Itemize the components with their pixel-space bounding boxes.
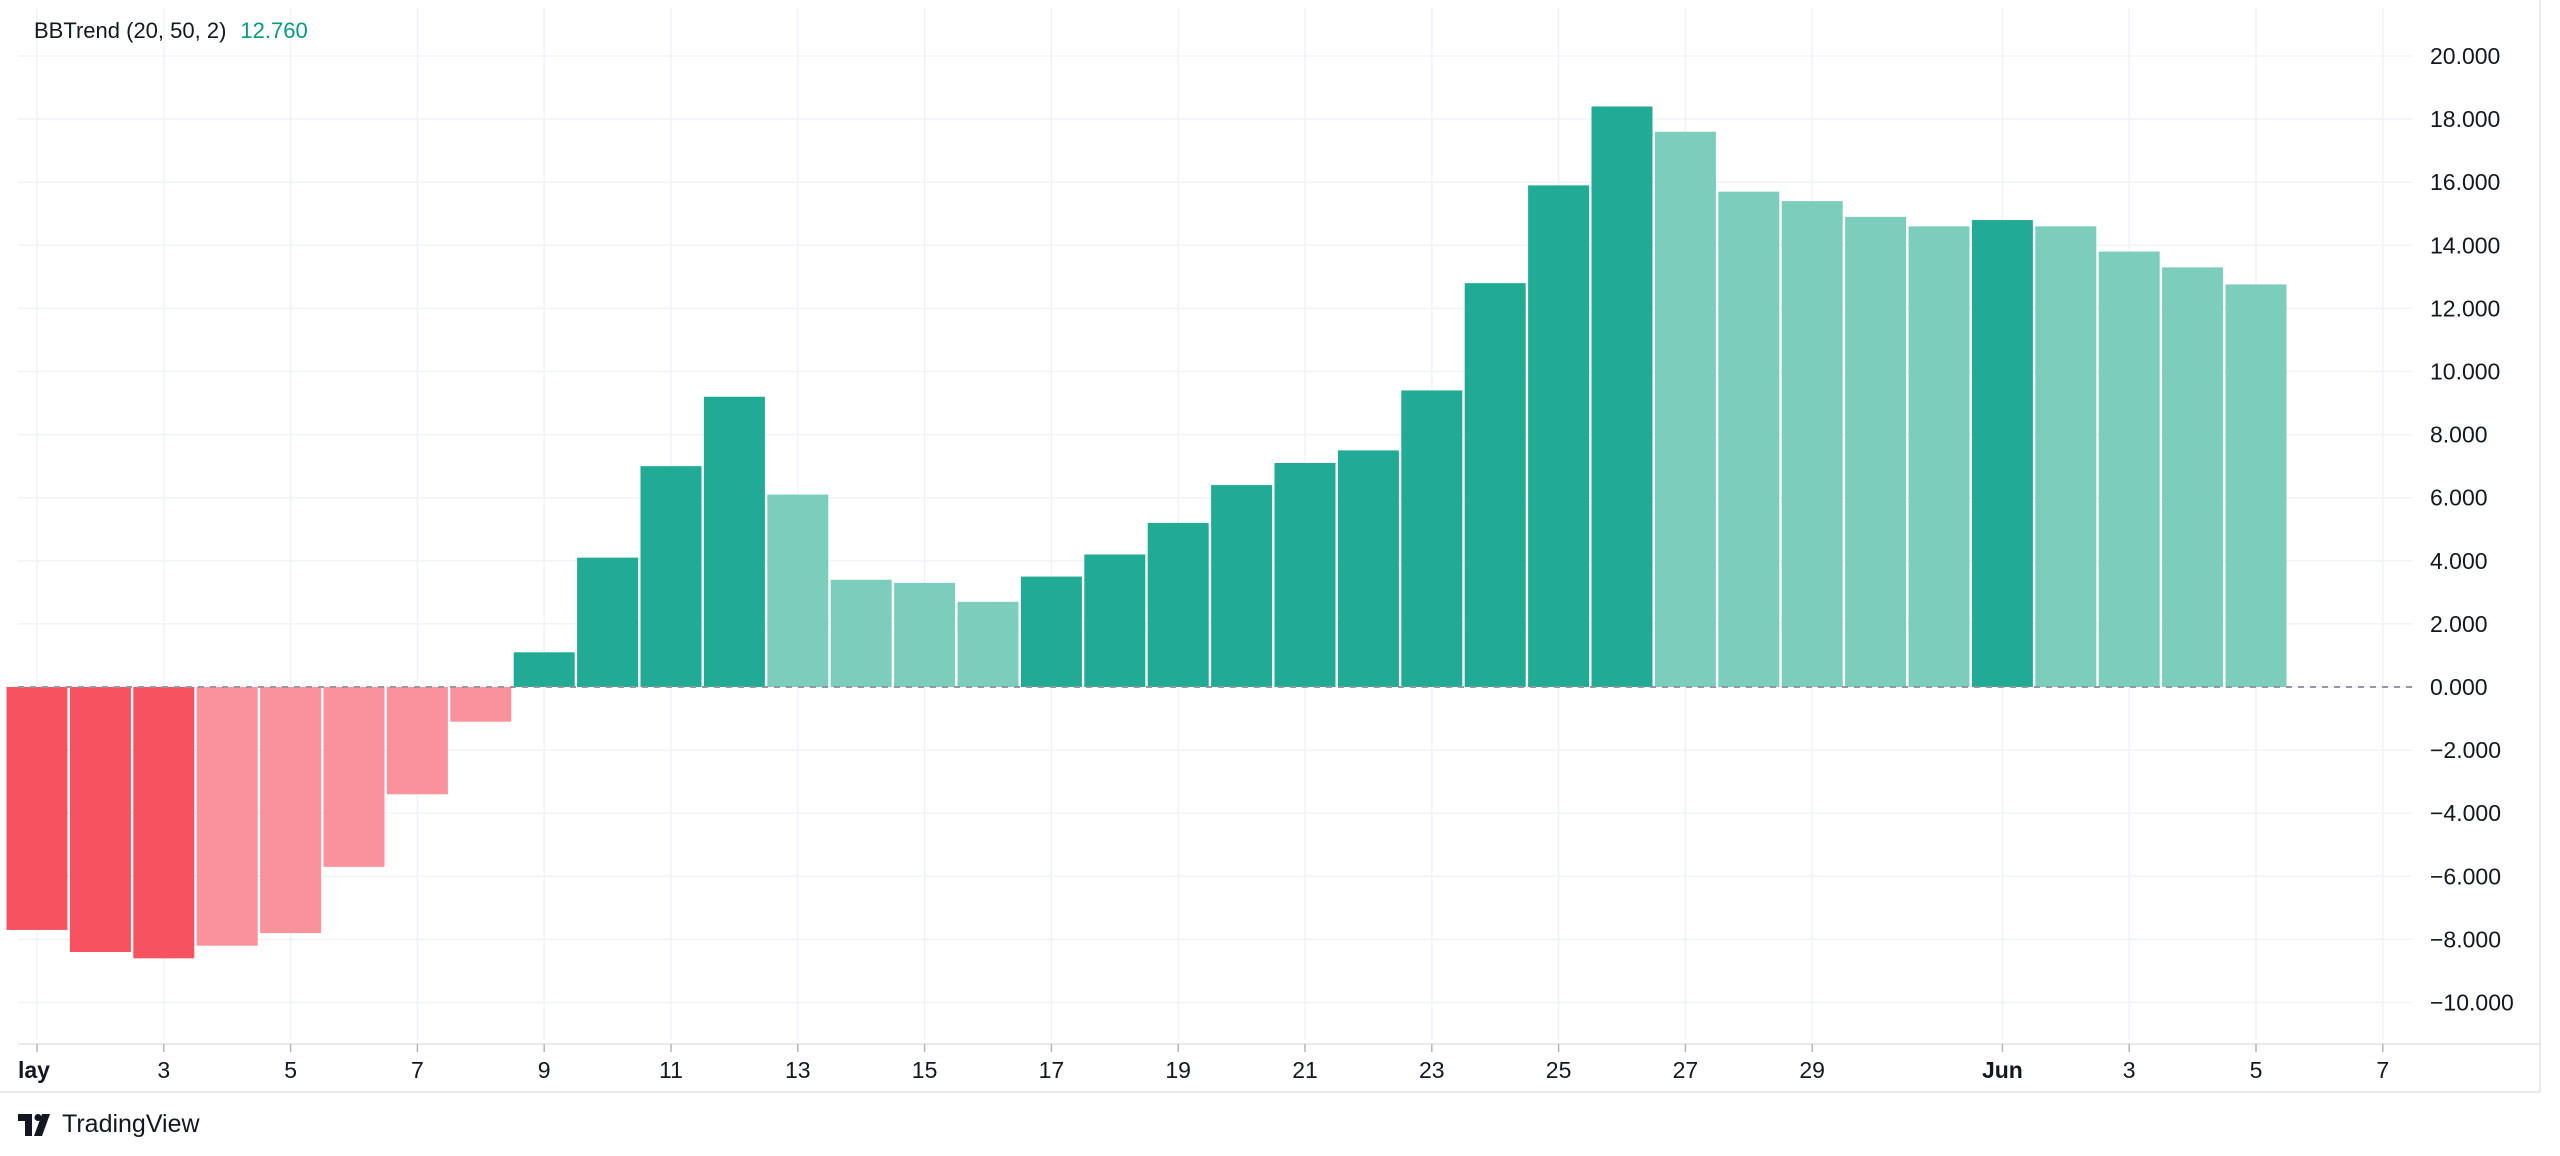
histogram-bar[interactable] [69, 687, 131, 953]
x-axis-tick-label: 7 [411, 1057, 424, 1083]
y-axis-tick-label: 12.000 [2430, 295, 2500, 321]
x-axis-tick-label: 17 [1039, 1057, 1065, 1083]
y-axis-tick-label: 4.000 [2430, 548, 2488, 574]
histogram-bar[interactable] [133, 687, 195, 959]
histogram-bar[interactable] [323, 687, 385, 867]
histogram-bar[interactable] [1718, 191, 1780, 688]
y-axis-tick-label: 10.000 [2430, 359, 2500, 385]
x-axis-tick-label: 9 [538, 1057, 551, 1083]
y-axis-tick-label: 16.000 [2430, 169, 2500, 195]
tradingview-brand-name: TradingView [62, 1110, 200, 1138]
histogram-bar[interactable] [957, 601, 1019, 687]
histogram-bar[interactable] [1781, 201, 1843, 687]
histogram-bar[interactable] [2098, 251, 2160, 688]
histogram-bar[interactable] [830, 579, 892, 687]
x-axis-tick-label: 5 [2250, 1057, 2263, 1083]
tradingview-logo-icon [18, 1113, 54, 1136]
y-axis-tick-label: 6.000 [2430, 485, 2488, 511]
x-axis-tick-label: 3 [157, 1057, 170, 1083]
histogram-bar[interactable] [2035, 226, 2097, 687]
histogram-bar[interactable] [1020, 576, 1082, 687]
y-axis-tick-label: 0.000 [2430, 674, 2488, 700]
histogram-bar[interactable] [1084, 554, 1146, 687]
histogram-bar[interactable] [703, 396, 765, 687]
indicator-legend[interactable]: BBTrend (20, 50, 2) 12.760 [34, 18, 308, 44]
x-axis-tick-label: Jun [1982, 1057, 2023, 1083]
y-axis-tick-label: −6.000 [2430, 863, 2501, 889]
x-axis-tick-label: 5 [284, 1057, 297, 1083]
histogram-bar[interactable] [386, 687, 448, 795]
histogram-bar[interactable] [1464, 283, 1526, 687]
histogram-bar[interactable] [1845, 216, 1907, 687]
histogram-bar[interactable] [640, 466, 702, 687]
x-axis-tick-label: 23 [1419, 1057, 1445, 1083]
histogram-bar[interactable] [894, 582, 956, 687]
histogram-bar[interactable] [1528, 185, 1590, 688]
y-axis-tick-label: 20.000 [2430, 43, 2500, 69]
x-axis-tick-label: 3 [2123, 1057, 2136, 1083]
histogram-bar[interactable] [2225, 284, 2287, 687]
x-axis-tick-label: 13 [785, 1057, 811, 1083]
histogram-bar[interactable] [1147, 522, 1209, 687]
y-axis-tick-label: −2.000 [2430, 737, 2501, 763]
histogram-bar[interactable] [1908, 226, 1970, 687]
histogram-bar[interactable] [450, 687, 512, 722]
x-axis-tick-label: 11 [659, 1057, 683, 1083]
y-axis-tick-label: 2.000 [2430, 611, 2488, 637]
x-axis-tick-label: 25 [1546, 1057, 1572, 1083]
x-axis-tick-label: 29 [1799, 1057, 1825, 1083]
histogram-bar[interactable] [1401, 390, 1463, 687]
x-axis-tick-label: 21 [1292, 1057, 1318, 1083]
y-axis-tick-label: 18.000 [2430, 106, 2500, 132]
indicator-legend-value: 12.760 [240, 18, 308, 43]
x-axis-tick-label: lay [18, 1057, 50, 1083]
y-axis-tick-label: 14.000 [2430, 232, 2500, 258]
x-axis-tick-label: 7 [2376, 1057, 2389, 1083]
x-axis-tick-label: 27 [1673, 1057, 1699, 1083]
y-axis-tick-label: 8.000 [2430, 422, 2488, 448]
x-axis-tick-label: 15 [912, 1057, 938, 1083]
histogram-bar[interactable] [260, 687, 322, 934]
histogram-bar[interactable] [1971, 220, 2033, 687]
histogram-bar[interactable] [1591, 106, 1653, 688]
y-axis-tick-label: −10.000 [2430, 990, 2514, 1016]
indicator-legend-label[interactable]: BBTrend (20, 50, 2) [34, 18, 227, 43]
histogram-bar[interactable] [577, 557, 639, 687]
histogram-bar[interactable] [196, 687, 258, 946]
x-axis-tick-label: 19 [1165, 1057, 1191, 1083]
y-axis-tick-label: −4.000 [2430, 800, 2501, 826]
y-axis-tick-label: −8.000 [2430, 926, 2501, 952]
histogram-bar[interactable] [1654, 131, 1716, 688]
histogram-bar[interactable] [1337, 450, 1399, 687]
histogram-bar[interactable] [513, 652, 575, 687]
tradingview-brand[interactable]: TradingView [18, 1110, 200, 1139]
histogram-bar[interactable] [767, 494, 829, 687]
histogram-bar[interactable] [6, 687, 68, 930]
histogram-bar[interactable] [1211, 485, 1273, 687]
histogram-bar[interactable] [2162, 267, 2224, 687]
histogram-bar[interactable] [1274, 462, 1336, 687]
